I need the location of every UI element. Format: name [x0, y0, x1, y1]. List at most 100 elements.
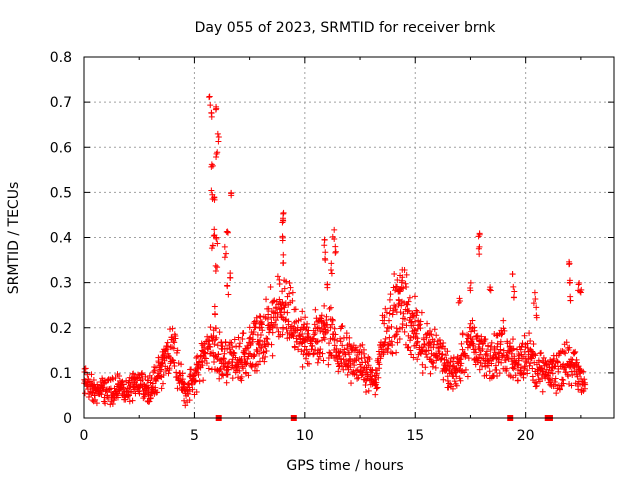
data-point — [256, 313, 263, 320]
data-point — [112, 375, 119, 382]
data-point — [263, 347, 270, 354]
data-point — [257, 331, 264, 338]
data-point — [226, 339, 233, 346]
data-point — [404, 301, 411, 308]
data-point — [211, 359, 218, 366]
data-point — [321, 302, 328, 309]
data-point — [162, 346, 169, 353]
x-tick-label: 5 — [190, 428, 199, 444]
data-point — [553, 358, 560, 365]
data-point — [443, 357, 450, 364]
data-point — [476, 243, 483, 250]
data-point — [214, 149, 221, 156]
data-point — [173, 369, 180, 376]
data-point — [496, 370, 503, 377]
data-point — [376, 361, 383, 368]
data-point — [554, 359, 561, 366]
data-point — [576, 279, 583, 286]
data-point — [304, 333, 311, 340]
data-point — [559, 376, 566, 383]
data-point — [273, 317, 280, 324]
data-point — [313, 339, 320, 346]
data-point — [468, 328, 475, 335]
data-point — [401, 299, 408, 306]
data-point — [414, 308, 421, 315]
data-point — [453, 373, 460, 380]
data-point — [360, 346, 367, 353]
data-point — [333, 345, 340, 352]
data-point — [443, 366, 450, 373]
data-point — [328, 260, 335, 267]
data-point — [382, 335, 389, 342]
data-point — [427, 370, 434, 377]
data-point — [580, 368, 587, 375]
data-point — [418, 309, 425, 316]
data-point — [90, 398, 97, 405]
data-point — [126, 398, 133, 405]
chart-title: Day 055 of 2023, SRMTID for receiver brn… — [195, 20, 497, 36]
data-point — [332, 248, 339, 255]
data-point — [289, 297, 296, 304]
data-point — [220, 355, 227, 362]
data-point — [372, 391, 379, 398]
data-point — [215, 133, 222, 140]
data-point — [174, 373, 181, 380]
data-point — [269, 352, 276, 359]
data-point — [449, 385, 456, 392]
data-point — [533, 304, 540, 311]
data-point — [492, 362, 499, 369]
data-point — [365, 362, 372, 369]
data-point — [417, 318, 424, 325]
data-point — [239, 336, 246, 343]
data-point — [509, 336, 516, 343]
data-point — [196, 358, 203, 365]
data-point — [172, 335, 179, 342]
data-point — [321, 236, 328, 243]
data-point — [279, 237, 286, 244]
data-point — [538, 349, 545, 356]
data-point — [529, 365, 536, 372]
data-point — [346, 351, 353, 358]
data-point — [474, 332, 481, 339]
data-point — [207, 324, 214, 331]
data-point — [373, 385, 380, 392]
data-point — [498, 331, 505, 338]
data-point — [346, 334, 353, 341]
data-point — [512, 372, 519, 379]
data-point — [231, 336, 238, 343]
data-point — [464, 373, 471, 380]
data-point — [132, 375, 139, 382]
data-point — [128, 389, 135, 396]
data-point — [389, 311, 396, 318]
data-point — [263, 340, 270, 347]
data-point — [413, 312, 420, 319]
data-point — [272, 321, 279, 328]
data-point — [514, 362, 521, 369]
data-point — [235, 334, 242, 341]
data-point — [573, 359, 580, 366]
data-point — [264, 335, 271, 342]
data-point — [312, 306, 319, 313]
data-point — [344, 371, 351, 378]
data-point — [149, 380, 156, 387]
data-point — [476, 251, 483, 258]
data-point — [462, 352, 469, 359]
data-point — [331, 325, 338, 332]
data-point — [442, 352, 449, 359]
data-point — [355, 374, 362, 381]
data-point — [402, 280, 409, 287]
data-point — [227, 274, 234, 281]
data-point — [372, 376, 379, 383]
data-point — [328, 267, 335, 274]
data-point — [488, 360, 495, 367]
data-point — [515, 351, 522, 358]
data-point — [281, 285, 288, 292]
data-point — [326, 340, 333, 347]
data-point — [488, 339, 495, 346]
data-point — [224, 229, 231, 236]
data-point — [385, 325, 392, 332]
data-point — [116, 372, 123, 379]
data-point — [253, 367, 260, 374]
data-point — [283, 325, 290, 332]
data-point — [532, 295, 539, 302]
